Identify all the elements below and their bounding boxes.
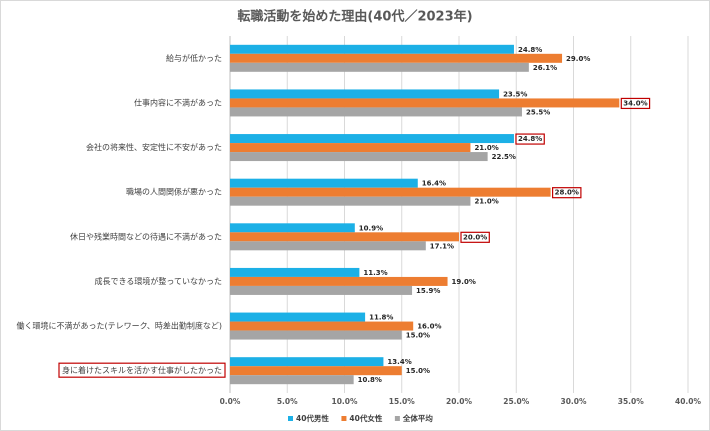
value-label: 15.0% [406, 332, 430, 340]
highlight-box [515, 133, 545, 145]
value-label: 21.0% [474, 144, 498, 152]
value-label: 20.0% [463, 233, 487, 241]
value-label: 24.8% [518, 46, 542, 54]
bar [230, 241, 426, 251]
value-label: 15.9% [416, 287, 440, 295]
value-label: 16.0% [417, 323, 441, 331]
bar [230, 357, 384, 367]
bar [230, 44, 514, 54]
value-label: 16.4% [422, 180, 446, 188]
y-tick-label: 職場の人間関係が悪かった [126, 187, 222, 197]
value-label: 15.0% [406, 367, 430, 375]
highlight-box [460, 231, 490, 243]
bar [230, 98, 620, 108]
legend-label: 全体平均 [402, 413, 433, 423]
bar [230, 143, 471, 153]
value-label: 26.1% [533, 64, 557, 72]
bar [230, 312, 366, 322]
value-label: 24.8% [518, 135, 542, 143]
x-tick-label: 20.0% [446, 397, 473, 406]
bar [230, 276, 448, 286]
y-tick-label: 給与が低かった [166, 53, 222, 63]
value-label: 19.0% [452, 278, 476, 286]
x-tick-label: 15.0% [389, 397, 416, 406]
bar [230, 152, 488, 162]
y-tick-label: 仕事内容に不満があった [134, 97, 222, 107]
x-tick-label: 5.0% [277, 397, 298, 406]
legend-label: 40代女性 [349, 413, 382, 423]
y-tick-label: 成長できる環境が整っていなかった [95, 276, 222, 286]
value-label: 10.9% [359, 224, 383, 232]
bar [230, 267, 360, 277]
bar [230, 232, 459, 242]
bar [230, 223, 355, 233]
y-tick-label: 会社の将来性、安定性に不安があった [86, 142, 222, 152]
x-tick-label: 35.0% [618, 397, 645, 406]
bar [230, 196, 471, 206]
value-label: 25.5% [526, 108, 550, 116]
x-tick-label: 25.0% [503, 397, 530, 406]
value-label: 10.8% [358, 376, 382, 384]
highlight-box [620, 97, 651, 110]
legend-swatch [288, 416, 293, 421]
bar [230, 375, 354, 385]
highlight-box [58, 362, 226, 378]
highlight-box [551, 187, 582, 199]
value-label: 17.1% [430, 242, 454, 250]
value-label: 21.0% [474, 198, 498, 206]
value-label: 29.0% [566, 55, 590, 63]
bar [230, 330, 402, 340]
value-label: 28.0% [555, 189, 579, 197]
bar [230, 62, 529, 72]
bar [230, 134, 514, 144]
value-label: 11.8% [369, 314, 393, 322]
bar [230, 321, 414, 331]
bar [230, 53, 563, 63]
legend-label: 40代男性 [296, 413, 329, 423]
bar [230, 285, 413, 295]
bar [230, 107, 522, 117]
value-label: 11.3% [363, 269, 387, 277]
value-label: 22.5% [492, 153, 516, 161]
x-tick-label: 10.0% [331, 397, 358, 406]
value-label: 13.4% [387, 358, 411, 366]
value-label: 34.0% [623, 99, 647, 107]
x-tick-label: 40.0% [675, 397, 702, 406]
bar [230, 178, 418, 188]
chart-title: 転職活動を始めた理由(40代／2023年) [237, 9, 472, 25]
y-tick-label: 働く環境に不満があった(テレワーク、時差出勤制度など) [16, 321, 222, 331]
legend-swatch [341, 416, 347, 421]
value-label: 23.5% [503, 90, 527, 98]
bar [230, 366, 402, 376]
bar [230, 89, 500, 99]
y-tick-label: 休日や残業時間などの待遇に不満があった [70, 231, 222, 241]
x-tick-label: 0.0% [220, 397, 241, 406]
legend-swatch [394, 416, 400, 421]
x-tick-label: 30.0% [560, 397, 587, 406]
bar [230, 187, 551, 197]
y-tick-label: 身に着けたスキルを活かす仕事がしたかった [62, 365, 222, 375]
